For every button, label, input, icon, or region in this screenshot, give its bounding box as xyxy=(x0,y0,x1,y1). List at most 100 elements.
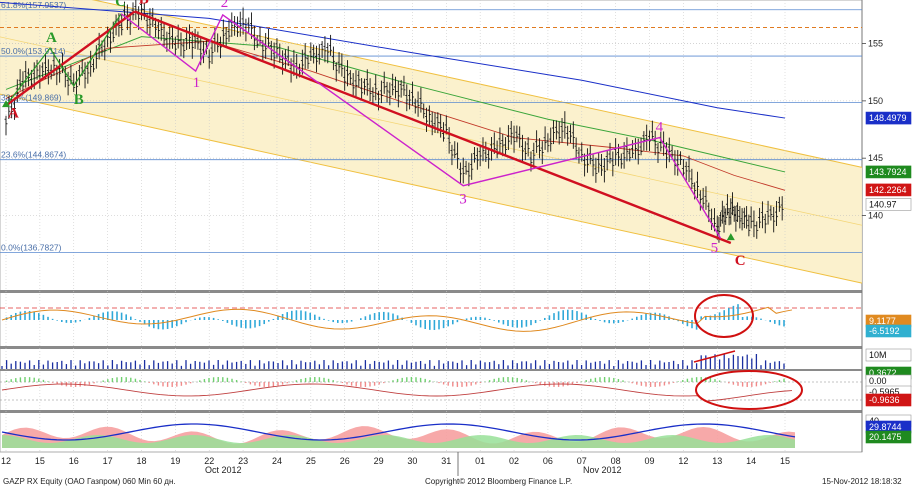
x-tick-label: 15 xyxy=(35,456,45,466)
panel-tag: -6.5192 xyxy=(869,326,900,336)
x-tick-label: 01 xyxy=(475,456,485,466)
price-tag-box xyxy=(865,111,912,125)
channel-fill xyxy=(0,0,862,284)
price-tags: 148.4979 143.7924 142.2264 140.97 9.1177-6.5… xyxy=(865,111,912,444)
price-tick-label: 150 xyxy=(868,96,883,106)
price-axis: 155 150 145 140 xyxy=(862,39,883,220)
panel-tag: 20.1475 xyxy=(869,432,902,442)
price-tick-label: 140 xyxy=(868,210,883,220)
time-axis: 12 15 16 17 18 19 22 23 24 25 26 29 30 31 01 02 06 07 08 09… xyxy=(1,452,790,476)
volume-trend xyxy=(693,350,736,363)
highlight-circle xyxy=(694,294,754,338)
channel-mid xyxy=(0,36,863,226)
wave-line-green xyxy=(5,13,122,106)
x-tick-label: 14 xyxy=(746,456,756,466)
price-tag: 148.4979 xyxy=(869,113,907,123)
x-tick-label: 08 xyxy=(611,456,621,466)
month-label: Oct 2012 xyxy=(205,465,242,475)
wave-line-magenta xyxy=(120,13,722,239)
turn-marker xyxy=(726,233,735,241)
wave-label: 2 xyxy=(221,0,229,11)
panel-separator xyxy=(0,369,862,371)
fib-label: 0.0%(136.7827) xyxy=(1,242,62,252)
x-tick-label: 13 xyxy=(712,456,722,466)
wave-label: B xyxy=(139,0,149,7)
osc-line xyxy=(1,383,793,402)
x-tick-label: 30 xyxy=(407,456,417,466)
price-tag: 143.7924 xyxy=(869,167,907,177)
panel-tag: 0.3672 xyxy=(869,368,897,378)
x-tick-label: 19 xyxy=(170,456,180,466)
x-tick-label: 29 xyxy=(374,456,384,466)
adx-line xyxy=(1,423,796,441)
panel-tag: 0.00 xyxy=(869,376,887,386)
x-tick-label: 17 xyxy=(103,456,113,466)
price-tick-label: 145 xyxy=(868,153,883,163)
panel-tag-box xyxy=(865,324,912,338)
x-tick-label: 24 xyxy=(272,456,282,466)
panel-tag: 29.8744 xyxy=(869,422,902,432)
panel-separator xyxy=(0,346,862,349)
wave-line-red xyxy=(5,10,136,107)
wave-label: 1 xyxy=(193,75,201,91)
macd-line xyxy=(1,306,793,332)
x-tick-label: 26 xyxy=(340,456,350,466)
ma-blue xyxy=(0,1,786,119)
wave-label: 3 xyxy=(459,192,467,208)
x-tick-label: 23 xyxy=(238,456,248,466)
regression-channel xyxy=(0,0,863,284)
price-tag-box xyxy=(865,198,912,211)
x-tick-label: 12 xyxy=(1,456,11,466)
wave-label: A xyxy=(46,30,57,46)
price-tag: 140.97 xyxy=(869,199,897,209)
indicator-panels xyxy=(0,294,862,448)
price-tick-label: 155 xyxy=(868,39,883,49)
wave-lines xyxy=(5,10,732,245)
wave-label: 4 xyxy=(656,120,664,136)
instrument-label: GAZP RX Equity (ОАО Газпром) 060 Min 60 … xyxy=(3,477,176,486)
dmi-green-area xyxy=(2,435,795,448)
wave-labels: AABCB12345C xyxy=(2,0,746,269)
wave-label: 5 xyxy=(711,240,719,256)
panel-tag-box xyxy=(865,393,912,407)
ma-red xyxy=(5,40,786,191)
panel-separator xyxy=(0,290,862,293)
panel-tag: -0.5965 xyxy=(869,387,900,397)
price-tag-box xyxy=(865,165,912,179)
x-tick-label: 12 xyxy=(678,456,688,466)
x-tick-label: 18 xyxy=(136,456,146,466)
panel-tag: 9.1177 xyxy=(869,316,896,326)
x-tick-label: 09 xyxy=(645,456,655,466)
fib-label: 38.2%(149.869) xyxy=(1,92,62,102)
footer: GAZP RX Equity (ОАО Газпром) 060 Min 60 … xyxy=(3,477,902,486)
x-tick-label: 02 xyxy=(509,456,519,466)
panel-tag-box xyxy=(865,430,912,444)
wave-label: A xyxy=(8,105,19,121)
panel-tag: -0.9636 xyxy=(869,395,900,405)
fib-label: 50.0%(153.9114) xyxy=(1,46,66,56)
panel-separator xyxy=(0,410,862,413)
x-tick-label: 31 xyxy=(441,456,451,466)
x-tick-label: 07 xyxy=(577,456,587,466)
channel-lower xyxy=(0,93,863,284)
highlight-circle xyxy=(695,370,803,410)
price-tag-box xyxy=(865,183,912,197)
x-tick-label: 25 xyxy=(306,456,316,466)
wave-label: C xyxy=(115,0,126,10)
panel-tag: 10M xyxy=(869,350,887,360)
timestamp-label: 15-Nov-2012 18:18:32 xyxy=(822,477,902,486)
turn-marker xyxy=(2,100,10,108)
x-tick-label: 15 xyxy=(780,456,790,466)
x-tick-label: 22 xyxy=(204,456,214,466)
wave-line-red xyxy=(134,10,732,245)
copyright-label: Copyright© 2012 Bloomberg Finance L.P. xyxy=(425,477,572,486)
price-tag: 142.2264 xyxy=(869,185,907,195)
month-label: Nov 2012 xyxy=(583,465,622,475)
wave-label: B xyxy=(74,92,84,108)
x-tick-label: 16 xyxy=(69,456,79,466)
wave-label: C xyxy=(735,253,746,269)
fib-label: 23.6%(144.8674) xyxy=(1,150,66,160)
channel-upper xyxy=(91,0,863,168)
x-tick-label: 06 xyxy=(543,456,553,466)
